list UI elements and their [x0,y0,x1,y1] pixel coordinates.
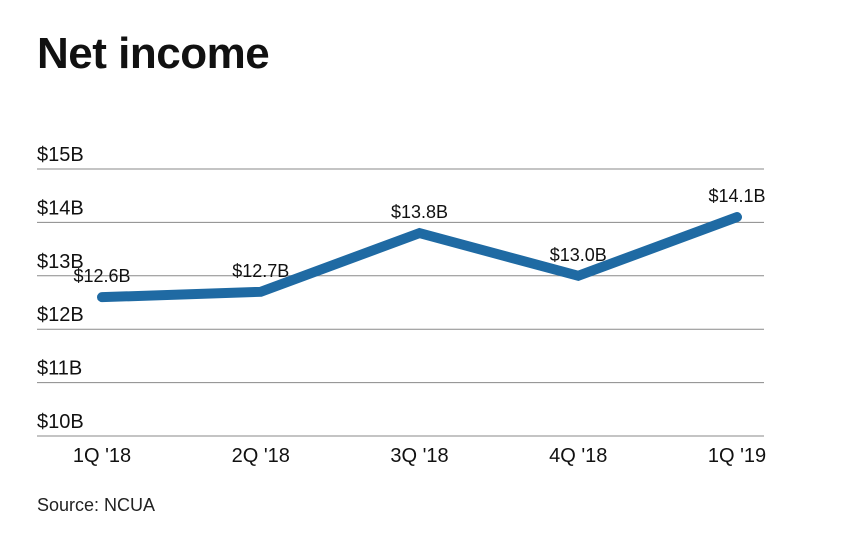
data-label: $14.1B [708,186,765,206]
y-tick-label: $10B [37,411,84,433]
y-tick-label: $11B [37,358,82,380]
y-tick-label: $15B [37,144,84,166]
chart-title: Net income [37,29,270,78]
x-axis-tick-labels: 1Q '18 2Q '18 3Q '18 4Q '18 1Q '19 [73,445,766,467]
data-label: $13.8B [391,202,448,222]
y-tick-label: $14B [37,197,84,219]
series-line [97,212,742,303]
source-note: Source: NCUA [37,495,156,515]
data-labels: $12.6B $12.7B $13.8B $13.0B $14.1B [73,186,765,286]
data-label: $13.0B [550,245,607,265]
y-tick-label: $13B [37,251,84,273]
x-tick-label: 2Q '18 [232,445,290,467]
y-axis-tick-labels: $10B $11B $12B $13B $14B $15B [37,144,84,433]
y-tick-label: $12B [37,304,84,326]
x-tick-label: 4Q '18 [549,445,607,467]
data-label: $12.6B [73,266,130,286]
x-tick-label: 3Q '18 [390,445,448,467]
data-label: $12.7B [232,261,289,281]
x-tick-label: 1Q '19 [708,445,766,467]
series-net-income [97,212,742,303]
gridlines [37,168,764,437]
x-tick-label: 1Q '18 [73,445,131,467]
